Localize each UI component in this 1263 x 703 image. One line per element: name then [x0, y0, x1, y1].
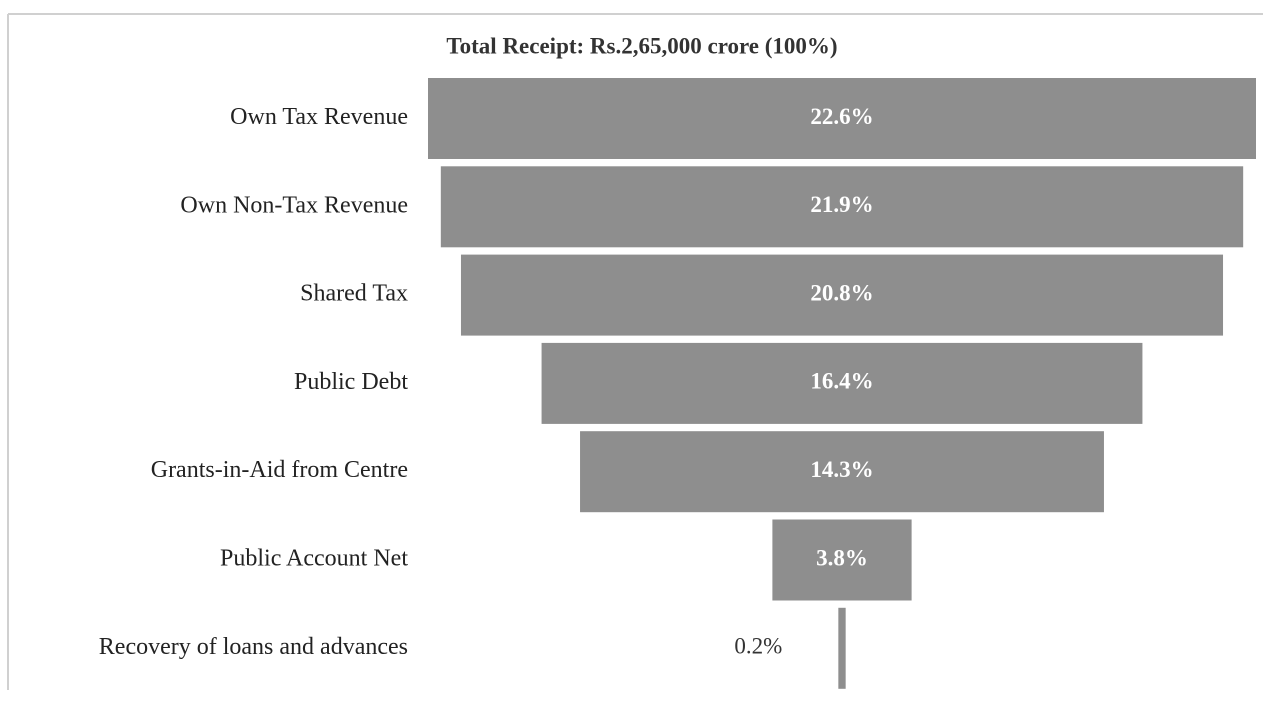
- value-label: 21.9%: [810, 192, 873, 217]
- category-label: Public Account Net: [220, 546, 408, 572]
- funnel-bar: [428, 78, 1256, 159]
- category-label: Grants-in-Aid from Centre: [151, 457, 408, 483]
- value-label: 20.8%: [810, 280, 873, 305]
- value-label: 22.6%: [810, 104, 873, 129]
- funnel-bar: [772, 519, 912, 601]
- funnel-bar: [460, 254, 1224, 336]
- value-label: 3.8%: [816, 545, 868, 570]
- value-label: 14.3%: [810, 457, 873, 482]
- category-label: Recovery of loans and advances: [99, 634, 408, 660]
- value-label: 16.4%: [810, 369, 873, 394]
- funnel-bar: [838, 607, 846, 689]
- value-label: 0.2%: [734, 634, 782, 659]
- funnel-bar: [440, 166, 1244, 248]
- category-label: Own Tax Revenue: [230, 104, 408, 130]
- chart-title: Total Receipt: Rs.2,65,000 crore (100%): [446, 33, 837, 58]
- category-label: Shared Tax: [300, 281, 408, 307]
- funnel-bar: [580, 431, 1104, 513]
- category-label: Public Debt: [294, 369, 408, 395]
- category-label: Own Non-Tax Revenue: [180, 192, 408, 218]
- funnel-bar: [541, 342, 1143, 424]
